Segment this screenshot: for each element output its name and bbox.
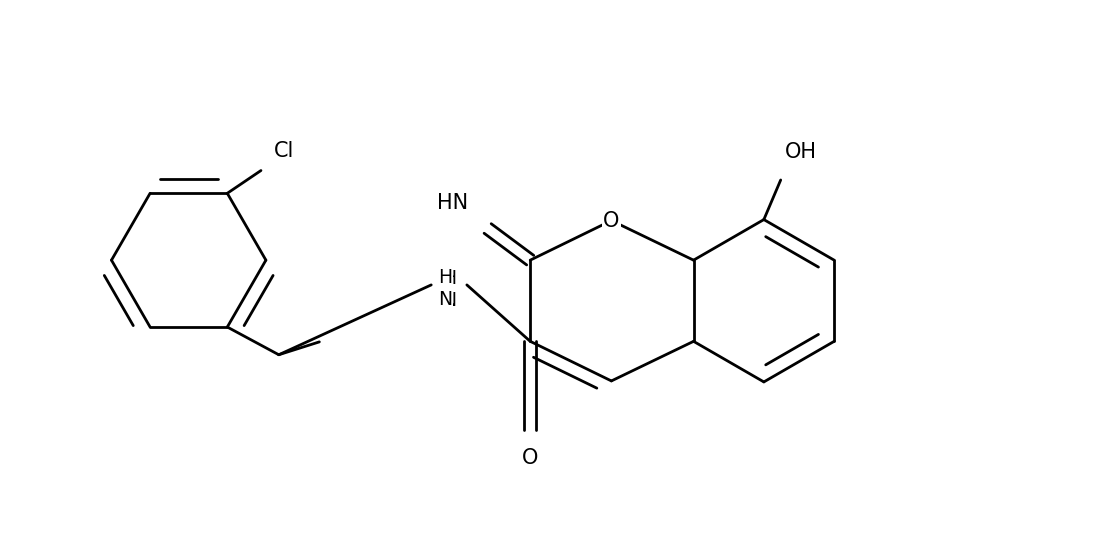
Text: OH: OH [785, 142, 817, 162]
Text: H
N: H N [442, 269, 456, 310]
Text: O: O [603, 210, 619, 231]
Text: O: O [522, 448, 539, 468]
Text: H: H [438, 268, 453, 288]
Text: Cl: Cl [274, 141, 294, 161]
Text: N: N [438, 290, 453, 309]
Text: HN: HN [437, 193, 468, 213]
